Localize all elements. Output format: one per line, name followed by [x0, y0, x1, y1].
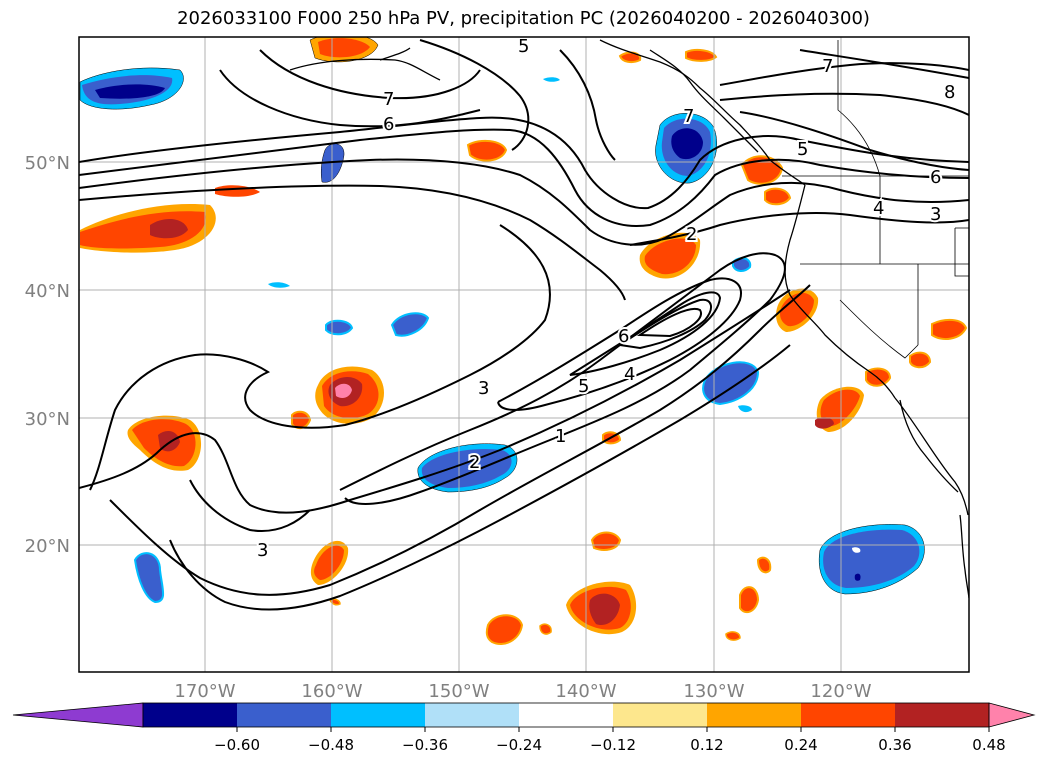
precip-blob	[95, 84, 165, 99]
precip-blob	[671, 128, 703, 160]
precip-blob	[738, 405, 752, 413]
contour-label: 8	[944, 82, 955, 103]
contour-label: 6	[618, 326, 629, 347]
map-frame	[78, 36, 970, 673]
lon-label: 120°W	[810, 681, 871, 702]
colorbar-tick-label: 0.48	[972, 736, 1005, 754]
precip-blob	[390, 312, 430, 337]
contour-label: 5	[797, 139, 808, 160]
colorbar-tick-label: −0.24	[496, 736, 542, 754]
lon-label: 150°W	[428, 681, 489, 702]
colorbar-tick-label: 0.36	[878, 736, 911, 754]
precip-blob	[780, 292, 814, 327]
colorbar-segment	[143, 703, 238, 727]
precip-blob	[485, 614, 524, 645]
precip-blob	[421, 448, 512, 488]
contour-label: 3	[478, 378, 489, 399]
colorbar-tick-label: 0.24	[784, 736, 817, 754]
colorbar-tick-label: 0.12	[690, 736, 723, 754]
precip-blob	[318, 38, 370, 58]
precip-blob	[543, 77, 560, 82]
precip-blob	[590, 531, 622, 551]
colorbar-outline	[142, 702, 990, 728]
precip-blob	[539, 623, 552, 635]
map-plot-area: 5 7 6 7 5 7 8 6 4 3 2 6 4 5 3 1 2 3	[79, 36, 969, 672]
lon-label: 160°W	[301, 681, 362, 702]
precip-blob	[764, 187, 792, 206]
pv-contours	[79, 39, 969, 611]
precip-blob	[291, 410, 312, 430]
precip-blob	[815, 417, 834, 429]
precip-blob	[740, 155, 784, 185]
precip-blob	[685, 48, 718, 62]
colorbar-segment	[237, 703, 332, 727]
colorbar-segment	[613, 703, 708, 727]
lon-label: 140°W	[555, 681, 616, 702]
contour-labels: 5 7 6 7 5 7 8 6 4 3 2 6 4 5 3 1 2 3	[255, 36, 957, 563]
lat-label: 20°N	[25, 536, 70, 557]
precip-blob	[756, 556, 772, 574]
precip-blob	[466, 139, 508, 162]
contour-label: 7	[822, 56, 833, 77]
precip-blob	[618, 51, 642, 64]
colorbar-segment	[331, 703, 426, 727]
precip-blob	[314, 545, 344, 580]
political-borders	[782, 40, 969, 359]
lon-label: 170°W	[174, 681, 235, 702]
precip-blob	[268, 282, 290, 288]
lon-label: 130°W	[683, 681, 744, 702]
precip-blob	[931, 318, 968, 341]
contour-label: 5	[578, 376, 589, 397]
contour-label: 3	[257, 540, 268, 561]
contour-label: 3	[930, 204, 941, 225]
contour-label: 7	[683, 106, 694, 127]
contour-label: 7	[383, 89, 394, 110]
precip-blob	[909, 351, 932, 369]
contour-label: 4	[624, 364, 635, 385]
colorbar-tick-label: −0.60	[214, 736, 260, 754]
lat-labels: 50°N 40°N 30°N 20°N	[25, 153, 70, 557]
contour-label: 2	[469, 452, 480, 473]
lon-labels: 170°W 160°W 150°W 140°W 130°W 120°W	[174, 681, 871, 702]
lat-label: 50°N	[25, 153, 70, 174]
lat-label: 40°N	[25, 281, 70, 302]
precip-blob	[725, 631, 741, 641]
map-title: 2026033100 F000 250 hPa PV, precipitatio…	[177, 8, 870, 29]
colorbar-tick-label: −0.48	[308, 736, 354, 754]
precip-blob	[644, 238, 696, 275]
contour-label: 4	[873, 198, 884, 219]
colorbar-tick-label: −0.36	[402, 736, 448, 754]
precip-blob	[854, 573, 861, 581]
precip-blob	[150, 218, 188, 239]
precip-blob	[335, 383, 352, 398]
colorbar-extend-max	[988, 702, 1036, 728]
colorbar-segment	[519, 703, 614, 727]
precip-blob	[702, 361, 760, 406]
precipitation-blobs	[79, 37, 968, 645]
contour-label: 6	[383, 114, 394, 135]
contour-label: 2	[686, 224, 697, 245]
precip-blob	[133, 552, 165, 604]
colorbar-segment	[707, 703, 802, 727]
precip-blob	[820, 389, 860, 427]
coastlines	[289, 39, 969, 599]
precip-blob	[823, 529, 920, 588]
colorbar: −0.60 −0.48 −0.36 −0.24 −0.12 0.12 0.24 0.36 0.4…	[12, 702, 1036, 754]
lat-label: 30°N	[25, 409, 70, 430]
colorbar-extend-min	[12, 702, 144, 728]
colorbar-tick-label: −0.12	[590, 736, 636, 754]
contour-label: 5	[518, 36, 529, 57]
colorbar-segment	[425, 703, 520, 727]
colorbar-segment	[895, 703, 990, 727]
colorbar-segment	[801, 703, 896, 727]
precip-blob	[325, 319, 354, 336]
contour-label: 1	[555, 426, 566, 447]
precip-blob	[589, 593, 620, 626]
contour-label: 6	[930, 167, 941, 188]
precip-blob	[739, 586, 760, 614]
precip-blob	[852, 547, 861, 553]
